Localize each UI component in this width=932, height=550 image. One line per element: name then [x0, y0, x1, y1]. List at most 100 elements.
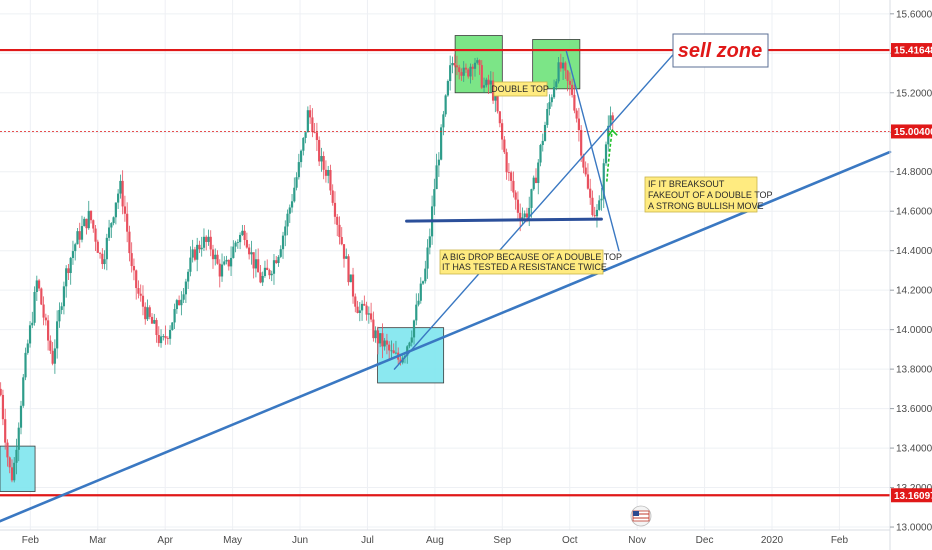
candle-body	[437, 159, 440, 166]
candle-body	[132, 266, 136, 271]
candle-body	[286, 213, 289, 227]
candle-body	[451, 63, 454, 66]
candle-body	[327, 170, 330, 176]
candle-body	[0, 388, 2, 395]
candle-body	[110, 223, 113, 228]
candle-body	[464, 67, 468, 70]
current-price-line-price-label: 15.00400	[894, 127, 932, 138]
candle-body	[577, 118, 581, 131]
candle-body	[214, 254, 217, 260]
candle-body	[114, 202, 117, 218]
candle-body	[419, 283, 422, 301]
neckline	[405, 217, 603, 223]
breakout-box	[644, 176, 758, 213]
candle-body	[270, 273, 273, 276]
candle-body	[236, 242, 239, 243]
candle-body	[4, 419, 7, 443]
candle-body	[17, 427, 20, 450]
double-top-note: DOUBLE TOP	[491, 84, 549, 94]
candle-body	[580, 130, 583, 156]
sell-zone-label: sell zone	[678, 40, 762, 62]
candle-body	[496, 94, 499, 112]
candle-body	[69, 257, 72, 274]
y-tick-label: 13.00000	[896, 523, 932, 534]
candle-body	[458, 67, 461, 73]
x-tick-label: Feb	[831, 535, 849, 546]
candle-body	[148, 307, 151, 317]
candle-body	[304, 132, 307, 138]
candle-body	[266, 267, 269, 271]
annotations: sell zone DOUBLE TOP A BIG DROP BECAUSE OF…	[439, 33, 773, 527]
candle-body	[126, 213, 129, 232]
x-tick-label: Oct	[562, 535, 578, 546]
candle-body	[329, 170, 332, 191]
candle-body	[220, 264, 224, 277]
candle-body	[494, 94, 497, 101]
candle-body	[347, 256, 350, 283]
candle-body	[146, 307, 149, 320]
candle-body	[8, 457, 11, 468]
candle-body	[128, 231, 131, 254]
candle-body	[65, 268, 68, 287]
breakout-note-line-2: FAKEOUT OF A DOUBLE TOP	[648, 190, 773, 200]
candle-body	[374, 330, 377, 339]
candle-body	[505, 152, 508, 173]
candle-body	[471, 66, 474, 69]
candle-body	[568, 80, 571, 85]
highlight-boxes	[0, 35, 581, 492]
candle-body	[469, 66, 472, 77]
candle-body	[595, 209, 599, 217]
drawn-lines	[0, 48, 892, 523]
candle-body	[35, 280, 38, 292]
candle-body	[211, 249, 215, 260]
candle-body	[22, 377, 25, 406]
candle-body	[250, 252, 253, 255]
candle-body	[234, 242, 237, 247]
candle-body	[566, 70, 569, 81]
big-drop-box	[439, 249, 604, 275]
candle-body	[559, 62, 562, 69]
candle-body	[510, 172, 513, 181]
candle-body	[19, 405, 23, 428]
candle-body	[593, 215, 596, 217]
candle-body	[96, 241, 99, 253]
x-tick-label: Apr	[157, 535, 173, 546]
candle-body	[284, 226, 287, 236]
candle-body	[507, 172, 510, 174]
candle-body	[178, 300, 181, 306]
candle-body	[47, 320, 50, 341]
candle-body	[467, 69, 470, 77]
candle-body	[541, 140, 544, 146]
candle-body	[56, 321, 59, 349]
candle-body	[589, 188, 592, 198]
candle-body	[119, 180, 122, 194]
candle-body	[121, 180, 124, 207]
candle-body	[561, 62, 565, 69]
candle-body	[157, 335, 160, 344]
candle-body	[410, 337, 413, 343]
candle-body	[336, 216, 339, 225]
candle-body	[227, 259, 230, 267]
candle-body	[166, 338, 169, 339]
candle-body	[313, 132, 316, 133]
flag-icon-canton	[633, 511, 639, 516]
candle-body	[155, 320, 158, 336]
candle-body	[449, 65, 452, 82]
candle-body	[245, 239, 248, 248]
candle-body	[552, 86, 556, 98]
candle-body	[514, 192, 517, 200]
candle-body	[259, 272, 262, 283]
candle-body	[512, 180, 515, 193]
bottom-support-line-price-tag	[891, 488, 932, 503]
candle-body	[1, 394, 5, 420]
candle-body	[139, 293, 142, 296]
candle-body	[191, 249, 194, 258]
candle-body	[491, 80, 495, 101]
candle-body	[363, 303, 366, 306]
candle-body	[37, 280, 41, 289]
candle-body	[604, 144, 608, 164]
candle-body	[117, 193, 120, 203]
candle-body	[573, 94, 576, 111]
candle-body	[478, 60, 481, 66]
candle-body	[564, 62, 567, 71]
